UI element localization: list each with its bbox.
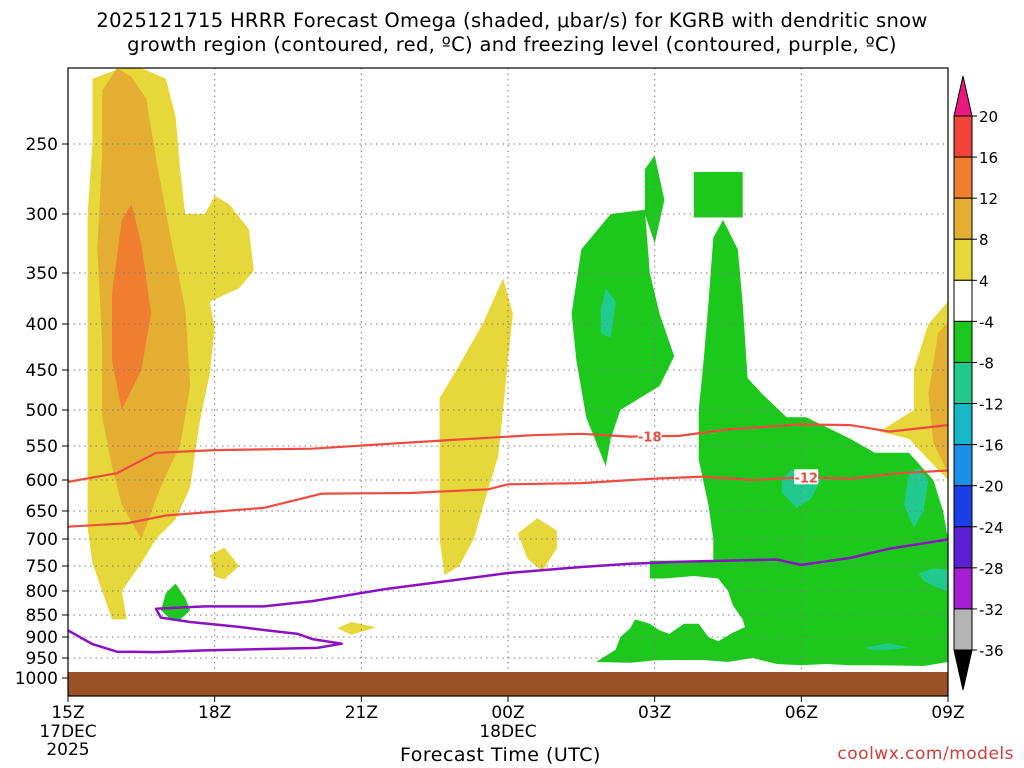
x-tick-year-15Z: 2025 <box>46 740 89 760</box>
omega-region-15 <box>644 155 665 244</box>
colorbar-swatch-12 <box>953 567 973 610</box>
colorbar-label--16: -16 <box>979 437 1004 455</box>
y-tick-label-600: 600 <box>26 471 58 491</box>
colorbar-label--8: -8 <box>979 354 994 372</box>
y-tick-label-350: 350 <box>26 264 58 284</box>
contour-label-bg <box>794 469 819 485</box>
y-tick-label-850: 850 <box>26 606 58 626</box>
y-tick-label-300: 300 <box>26 205 58 225</box>
omega-region-21 <box>904 467 929 528</box>
y-tick-label-1000: 1000 <box>15 669 58 689</box>
y-tick-label-700: 700 <box>26 530 58 550</box>
dendritic-contour--18 <box>68 423 948 483</box>
contour-label--12: -12 <box>794 471 818 486</box>
colorbar-label-20: 20 <box>979 108 998 126</box>
colorbar-swatch-9 <box>953 444 973 487</box>
colorbar-label-4: 4 <box>979 272 989 290</box>
y-tick-label-900: 900 <box>26 628 58 648</box>
y-tick-label-750: 750 <box>26 557 58 577</box>
omega-region-3 <box>112 204 152 410</box>
omega-region-6 <box>517 518 557 571</box>
y-tick-label-250: 250 <box>26 135 58 155</box>
colorbar-swatch-8 <box>953 403 973 446</box>
omega-region-16 <box>693 172 743 218</box>
y-tick-label-650: 650 <box>26 502 58 522</box>
x-axis-title: Forecast Time (UTC) <box>400 744 601 766</box>
omega-region-18 <box>600 288 616 338</box>
colorbar-label--32: -32 <box>979 601 1004 619</box>
y-tick-label-950: 950 <box>26 649 58 669</box>
ground-terrain <box>68 672 948 696</box>
x-tick-label-06Z: 06Z <box>785 703 818 723</box>
omega-region-22 <box>918 568 948 591</box>
omega-region-7 <box>336 622 376 635</box>
colorbar-swatch-7 <box>953 361 973 405</box>
omega-region-5 <box>439 278 513 575</box>
x-tick-date-15Z: 17DEC <box>39 722 96 742</box>
colorbar-swatch-10 <box>953 485 973 528</box>
x-tick-label-18Z: 18Z <box>198 703 231 723</box>
chart-title-line-2: growth region (contoured, red, ºC) and f… <box>127 33 897 56</box>
colorbar-swatch-6 <box>953 320 973 363</box>
chart-title-line-1: 2025121715 HRRR Forecast Omega (shaded, … <box>96 9 928 32</box>
colorbar-swatch-5 <box>953 279 973 322</box>
colorbar-label--24: -24 <box>979 519 1004 537</box>
colorbar-label-12: 12 <box>979 190 998 208</box>
omega-region-23 <box>864 643 909 650</box>
colorbar-label--20: -20 <box>979 478 1004 496</box>
colorbar: 20 16 12 8 4 -4 -8 -12 -16 -20 -24 -28 -32 -36 <box>953 75 1004 691</box>
colorbar-label--4: -4 <box>979 313 994 331</box>
y-tick-label-400: 400 <box>26 315 58 335</box>
colorbar-swatch-11 <box>953 526 973 569</box>
x-tick-label-15Z: 15Z <box>51 703 84 723</box>
omega-region-8 <box>879 333 948 480</box>
colorbar-swatch-13 <box>953 608 973 651</box>
y-tick-label-450: 450 <box>26 361 58 381</box>
omega-region-24 <box>160 583 191 620</box>
omega-region-10 <box>928 322 948 474</box>
contour-label--18: -18 <box>638 431 662 446</box>
colorbar-swatch-3 <box>953 197 973 240</box>
plot-area: -18 -12 <box>68 68 948 696</box>
colorbar-label-8: 8 <box>979 231 989 249</box>
colorbar-swatch-2 <box>953 156 973 199</box>
dendritic-contour--12 <box>68 469 948 528</box>
x-tick-label-21Z: 21Z <box>345 703 378 723</box>
colorbar-bottom-arrow <box>953 649 973 691</box>
omega-region-17 <box>571 209 675 467</box>
colorbar-swatch-4 <box>953 238 973 281</box>
freezing-contour-0 <box>68 538 948 654</box>
x-tick-date-00Z: 18DEC <box>479 722 536 742</box>
x-tick-label-09Z: 09Z <box>931 703 964 723</box>
colorbar-swatch-1 <box>953 115 973 158</box>
y-tick-label-500: 500 <box>26 401 58 421</box>
x-tick-label-00Z: 00Z <box>491 703 524 723</box>
colorbar-top-arrow <box>953 75 973 117</box>
contour-label-bg <box>637 428 662 444</box>
y-tick-label-800: 800 <box>26 582 58 602</box>
omega-region-4 <box>209 547 240 580</box>
colorbar-label--12: -12 <box>979 396 1004 414</box>
colorbar-label--28: -28 <box>979 560 1004 578</box>
credit-text: coolwx.com/models <box>837 744 1014 764</box>
y-tick-label-550: 550 <box>26 437 58 457</box>
x-tick-label-03Z: 03Z <box>638 703 671 723</box>
colorbar-label-16: 16 <box>979 149 998 167</box>
colorbar-label--36: -36 <box>979 642 1004 660</box>
